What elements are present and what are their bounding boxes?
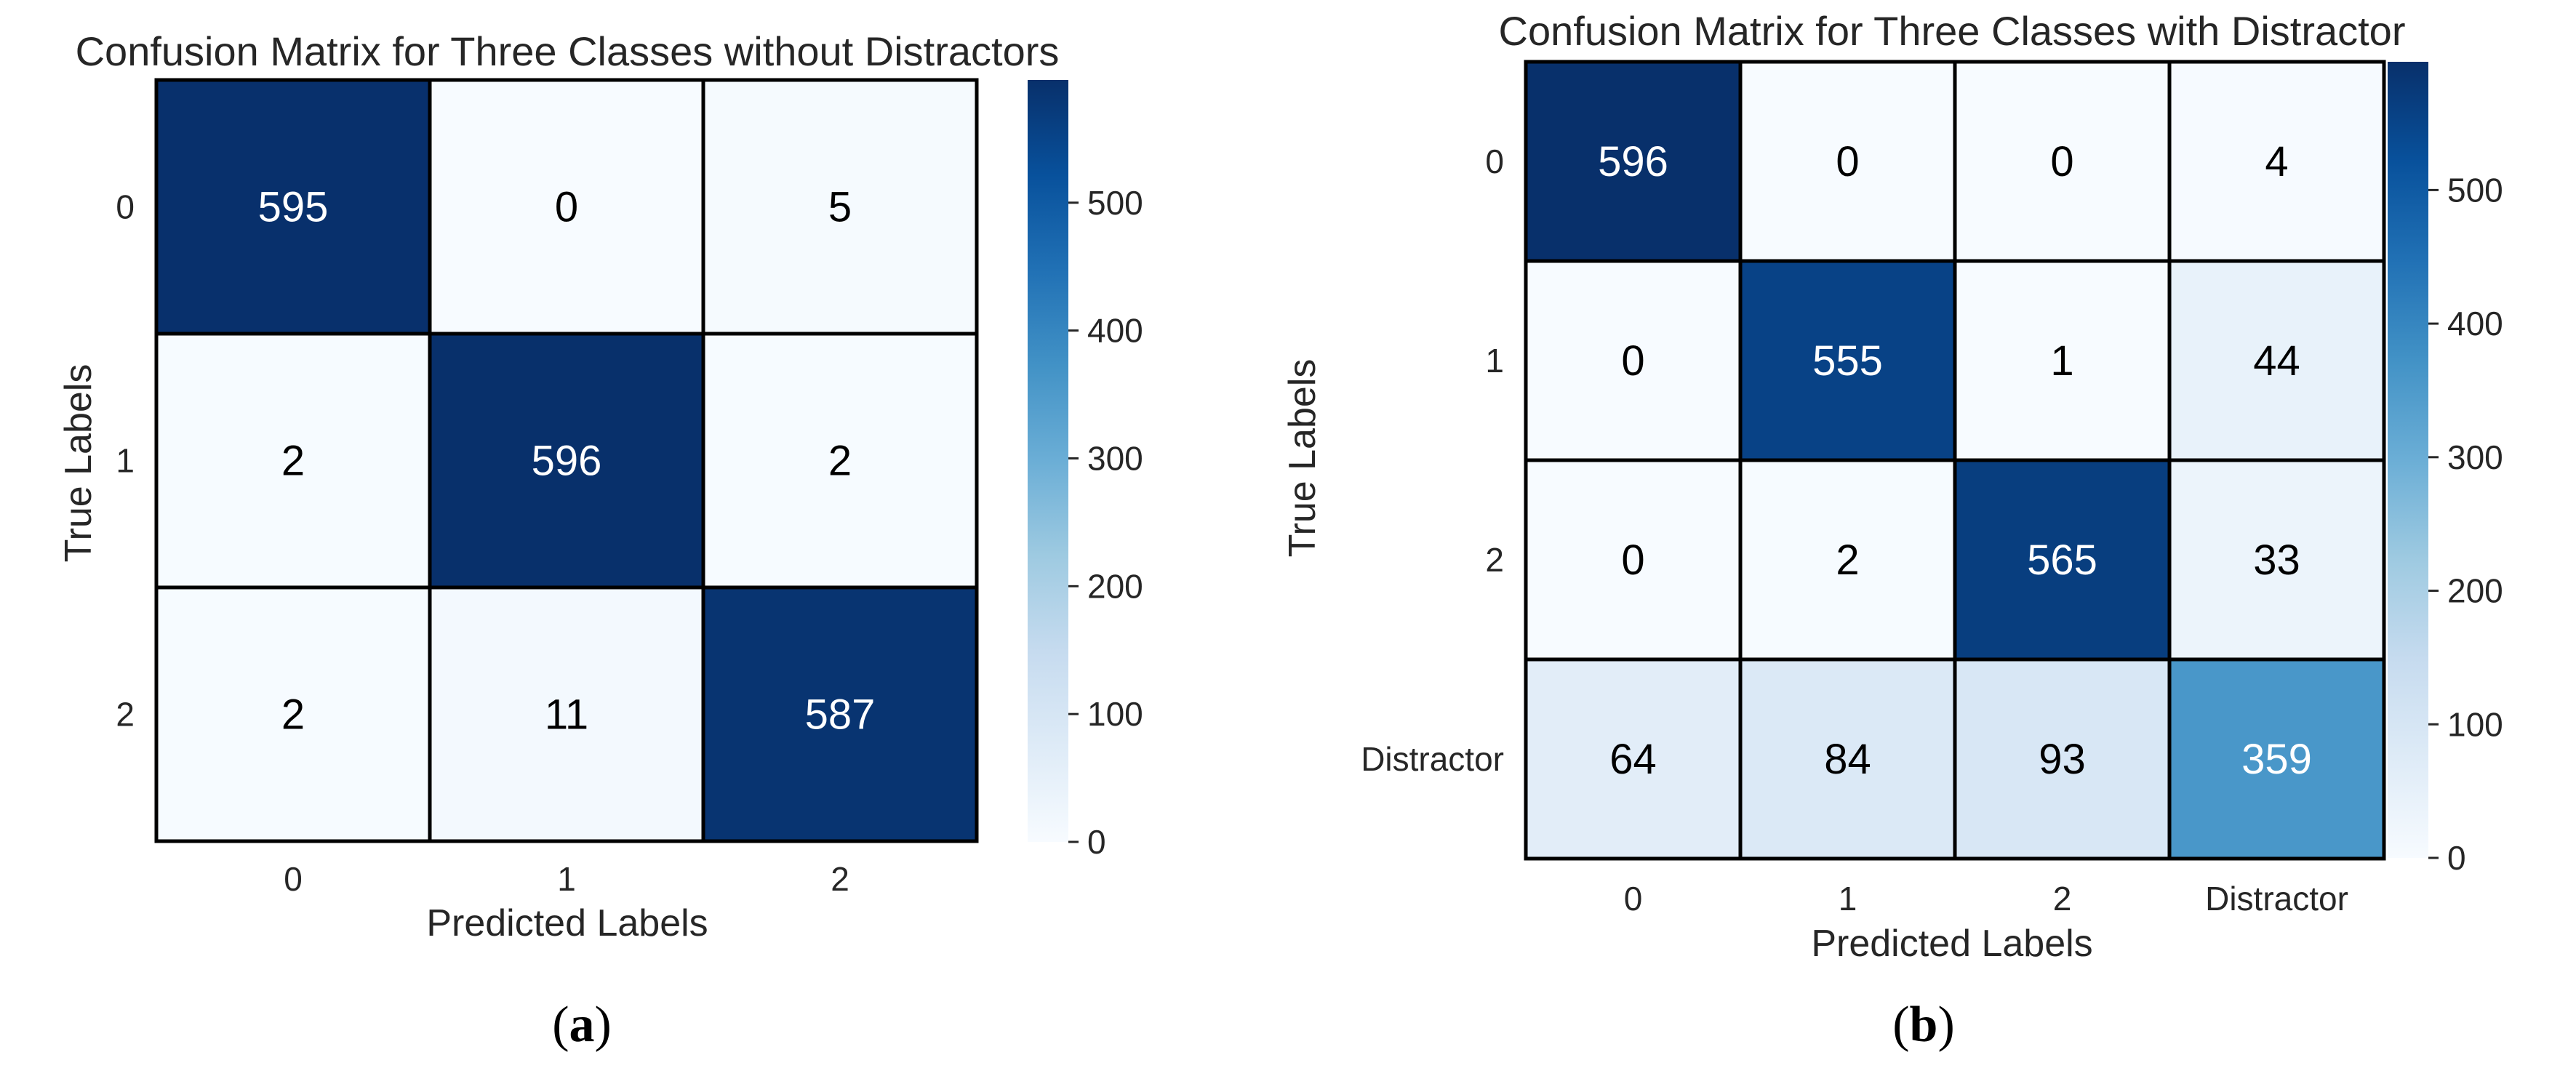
x-tick-label: 0 bbox=[284, 860, 303, 898]
colorbar-tick-label: 200 bbox=[1087, 567, 1143, 605]
cell-value-label: 5 bbox=[828, 184, 852, 231]
heatmap-cell bbox=[428, 78, 705, 336]
panel-a-x-ticks: 0 1 2 bbox=[284, 860, 849, 898]
panel-a-caption: (a) bbox=[552, 997, 612, 1053]
y-tick-label: 1 bbox=[1485, 342, 1504, 380]
colorbar-tick-label: 100 bbox=[2447, 705, 2503, 743]
heatmap-cell bbox=[701, 585, 979, 843]
y-tick-label: Distractor bbox=[1361, 740, 1504, 778]
cell-value-label: 565 bbox=[2027, 537, 2097, 584]
colorbar-tick-label: 200 bbox=[2447, 572, 2503, 610]
cell-value-label: 11 bbox=[545, 691, 588, 739]
heatmap-cell bbox=[701, 332, 979, 590]
cell-value-label: 0 bbox=[1621, 537, 1644, 584]
colorbar-tick-label: 100 bbox=[1087, 695, 1143, 733]
x-tick-label: 2 bbox=[831, 860, 849, 898]
colorbar-tick-label: 500 bbox=[1087, 184, 1143, 222]
panel-a-title: Confusion Matrix for Three Classes witho… bbox=[76, 28, 1060, 74]
cell-value-label: 33 bbox=[2253, 537, 2300, 584]
y-tick-label: 2 bbox=[116, 696, 135, 734]
cell-value-label: 0 bbox=[1621, 337, 1644, 385]
cell-value-label: 596 bbox=[1598, 138, 1668, 185]
panel-a-x-axis-label: Predicted Labels bbox=[426, 902, 708, 944]
panel-a-cells: 595 0 5 2 596 2 2 11 587 bbox=[154, 78, 979, 843]
colorbar-tick-label: 400 bbox=[1087, 312, 1143, 350]
cell-value-label: 4 bbox=[2265, 138, 2288, 185]
heatmap-cell bbox=[2167, 259, 2386, 462]
x-tick-label: 0 bbox=[1624, 880, 1643, 918]
colorbar-tick-label: 0 bbox=[2447, 839, 2466, 877]
heatmap-cell bbox=[1524, 458, 1743, 662]
heatmap-cell bbox=[2167, 60, 2386, 263]
panel-b-cells: 596 0 0 4 0 555 1 44 0 2 565 33 64 84 93 359 bbox=[1524, 60, 2386, 861]
cell-value-label: 0 bbox=[2050, 138, 2073, 185]
panel-a-caption-letter: a bbox=[569, 997, 595, 1053]
cell-value-label: 0 bbox=[1836, 138, 1859, 185]
panel-b: Confusion Matrix for Three Classes with … bbox=[1281, 8, 2503, 1053]
y-tick-label: 0 bbox=[1485, 142, 1504, 180]
heatmap-cell bbox=[154, 78, 432, 336]
x-tick-label: 1 bbox=[1839, 880, 1857, 918]
heatmap-cell bbox=[2167, 657, 2386, 861]
cell-value-label: 64 bbox=[1609, 736, 1657, 783]
panel-b-caption-letter: b bbox=[1910, 997, 1938, 1053]
cell-value-label: 595 bbox=[258, 184, 329, 231]
cell-value-label: 359 bbox=[2241, 736, 2312, 783]
panel-b-y-axis-label: True Labels bbox=[1281, 359, 1324, 558]
y-tick-label: 2 bbox=[1485, 541, 1504, 579]
cell-value-label: 2 bbox=[281, 438, 305, 485]
colorbar-tick-label: 0 bbox=[1087, 823, 1106, 861]
heatmap-cell bbox=[428, 332, 705, 590]
heatmap-cell bbox=[1524, 60, 1743, 263]
heatmap-cell bbox=[2167, 458, 2386, 662]
heatmap-cell bbox=[154, 585, 432, 843]
cell-value-label: 44 bbox=[2253, 337, 2300, 385]
cell-value-label: 2 bbox=[281, 691, 305, 739]
panel-b-x-axis-label: Predicted Labels bbox=[1811, 923, 2092, 965]
cell-value-label: 2 bbox=[828, 438, 852, 485]
panel-a-colorbar-ticks: 0 100 200 300 400 500 bbox=[1068, 184, 1143, 861]
y-tick-label: 0 bbox=[116, 188, 135, 226]
panel-b-x-ticks: 0 1 2 Distractor bbox=[1624, 880, 2348, 918]
cell-value-label: 555 bbox=[1812, 337, 1883, 385]
panel-b-colorbar bbox=[2388, 62, 2428, 858]
panel-b-caption: (b) bbox=[1892, 997, 1955, 1053]
cell-value-label: 2 bbox=[1836, 537, 1859, 584]
panel-a-y-axis-label: True Labels bbox=[57, 364, 100, 563]
x-tick-label: 1 bbox=[557, 860, 576, 898]
cell-value-label: 587 bbox=[805, 691, 876, 739]
panel-b-y-ticks: 0 1 2 Distractor bbox=[1361, 142, 1504, 778]
y-tick-label: 1 bbox=[116, 442, 135, 480]
panel-b-title: Confusion Matrix for Three Classes with … bbox=[1499, 8, 2406, 54]
heatmap-cell bbox=[428, 585, 705, 843]
panel-a-colorbar bbox=[1028, 80, 1068, 842]
cell-value-label: 93 bbox=[2039, 736, 2086, 783]
cell-value-label: 1 bbox=[2050, 337, 2073, 385]
heatmap-cell bbox=[1738, 60, 1957, 263]
heatmap-cell bbox=[701, 78, 979, 336]
heatmap-cell bbox=[1524, 259, 1743, 462]
cell-value-label: 596 bbox=[532, 438, 602, 485]
heatmap-cell bbox=[1953, 60, 2172, 263]
panel-a-y-ticks: 0 1 2 bbox=[116, 188, 135, 734]
panel-a: Confusion Matrix for Three Classes witho… bbox=[57, 28, 1143, 1053]
x-tick-label: Distractor bbox=[2205, 880, 2348, 918]
colorbar-tick-label: 300 bbox=[1087, 439, 1143, 477]
cell-value-label: 0 bbox=[555, 184, 578, 231]
colorbar-tick-label: 500 bbox=[2447, 171, 2503, 209]
colorbar-tick-label: 400 bbox=[2447, 305, 2503, 342]
heatmap-cell bbox=[154, 332, 432, 590]
x-tick-label: 2 bbox=[2053, 880, 2072, 918]
cell-value-label: 84 bbox=[1824, 736, 1871, 783]
colorbar-tick-label: 300 bbox=[2447, 438, 2503, 476]
panel-b-colorbar-ticks: 0 100 200 300 400 500 bbox=[2428, 171, 2503, 877]
heatmap-cell bbox=[1953, 657, 2172, 861]
heatmap-cell bbox=[1738, 657, 1957, 861]
